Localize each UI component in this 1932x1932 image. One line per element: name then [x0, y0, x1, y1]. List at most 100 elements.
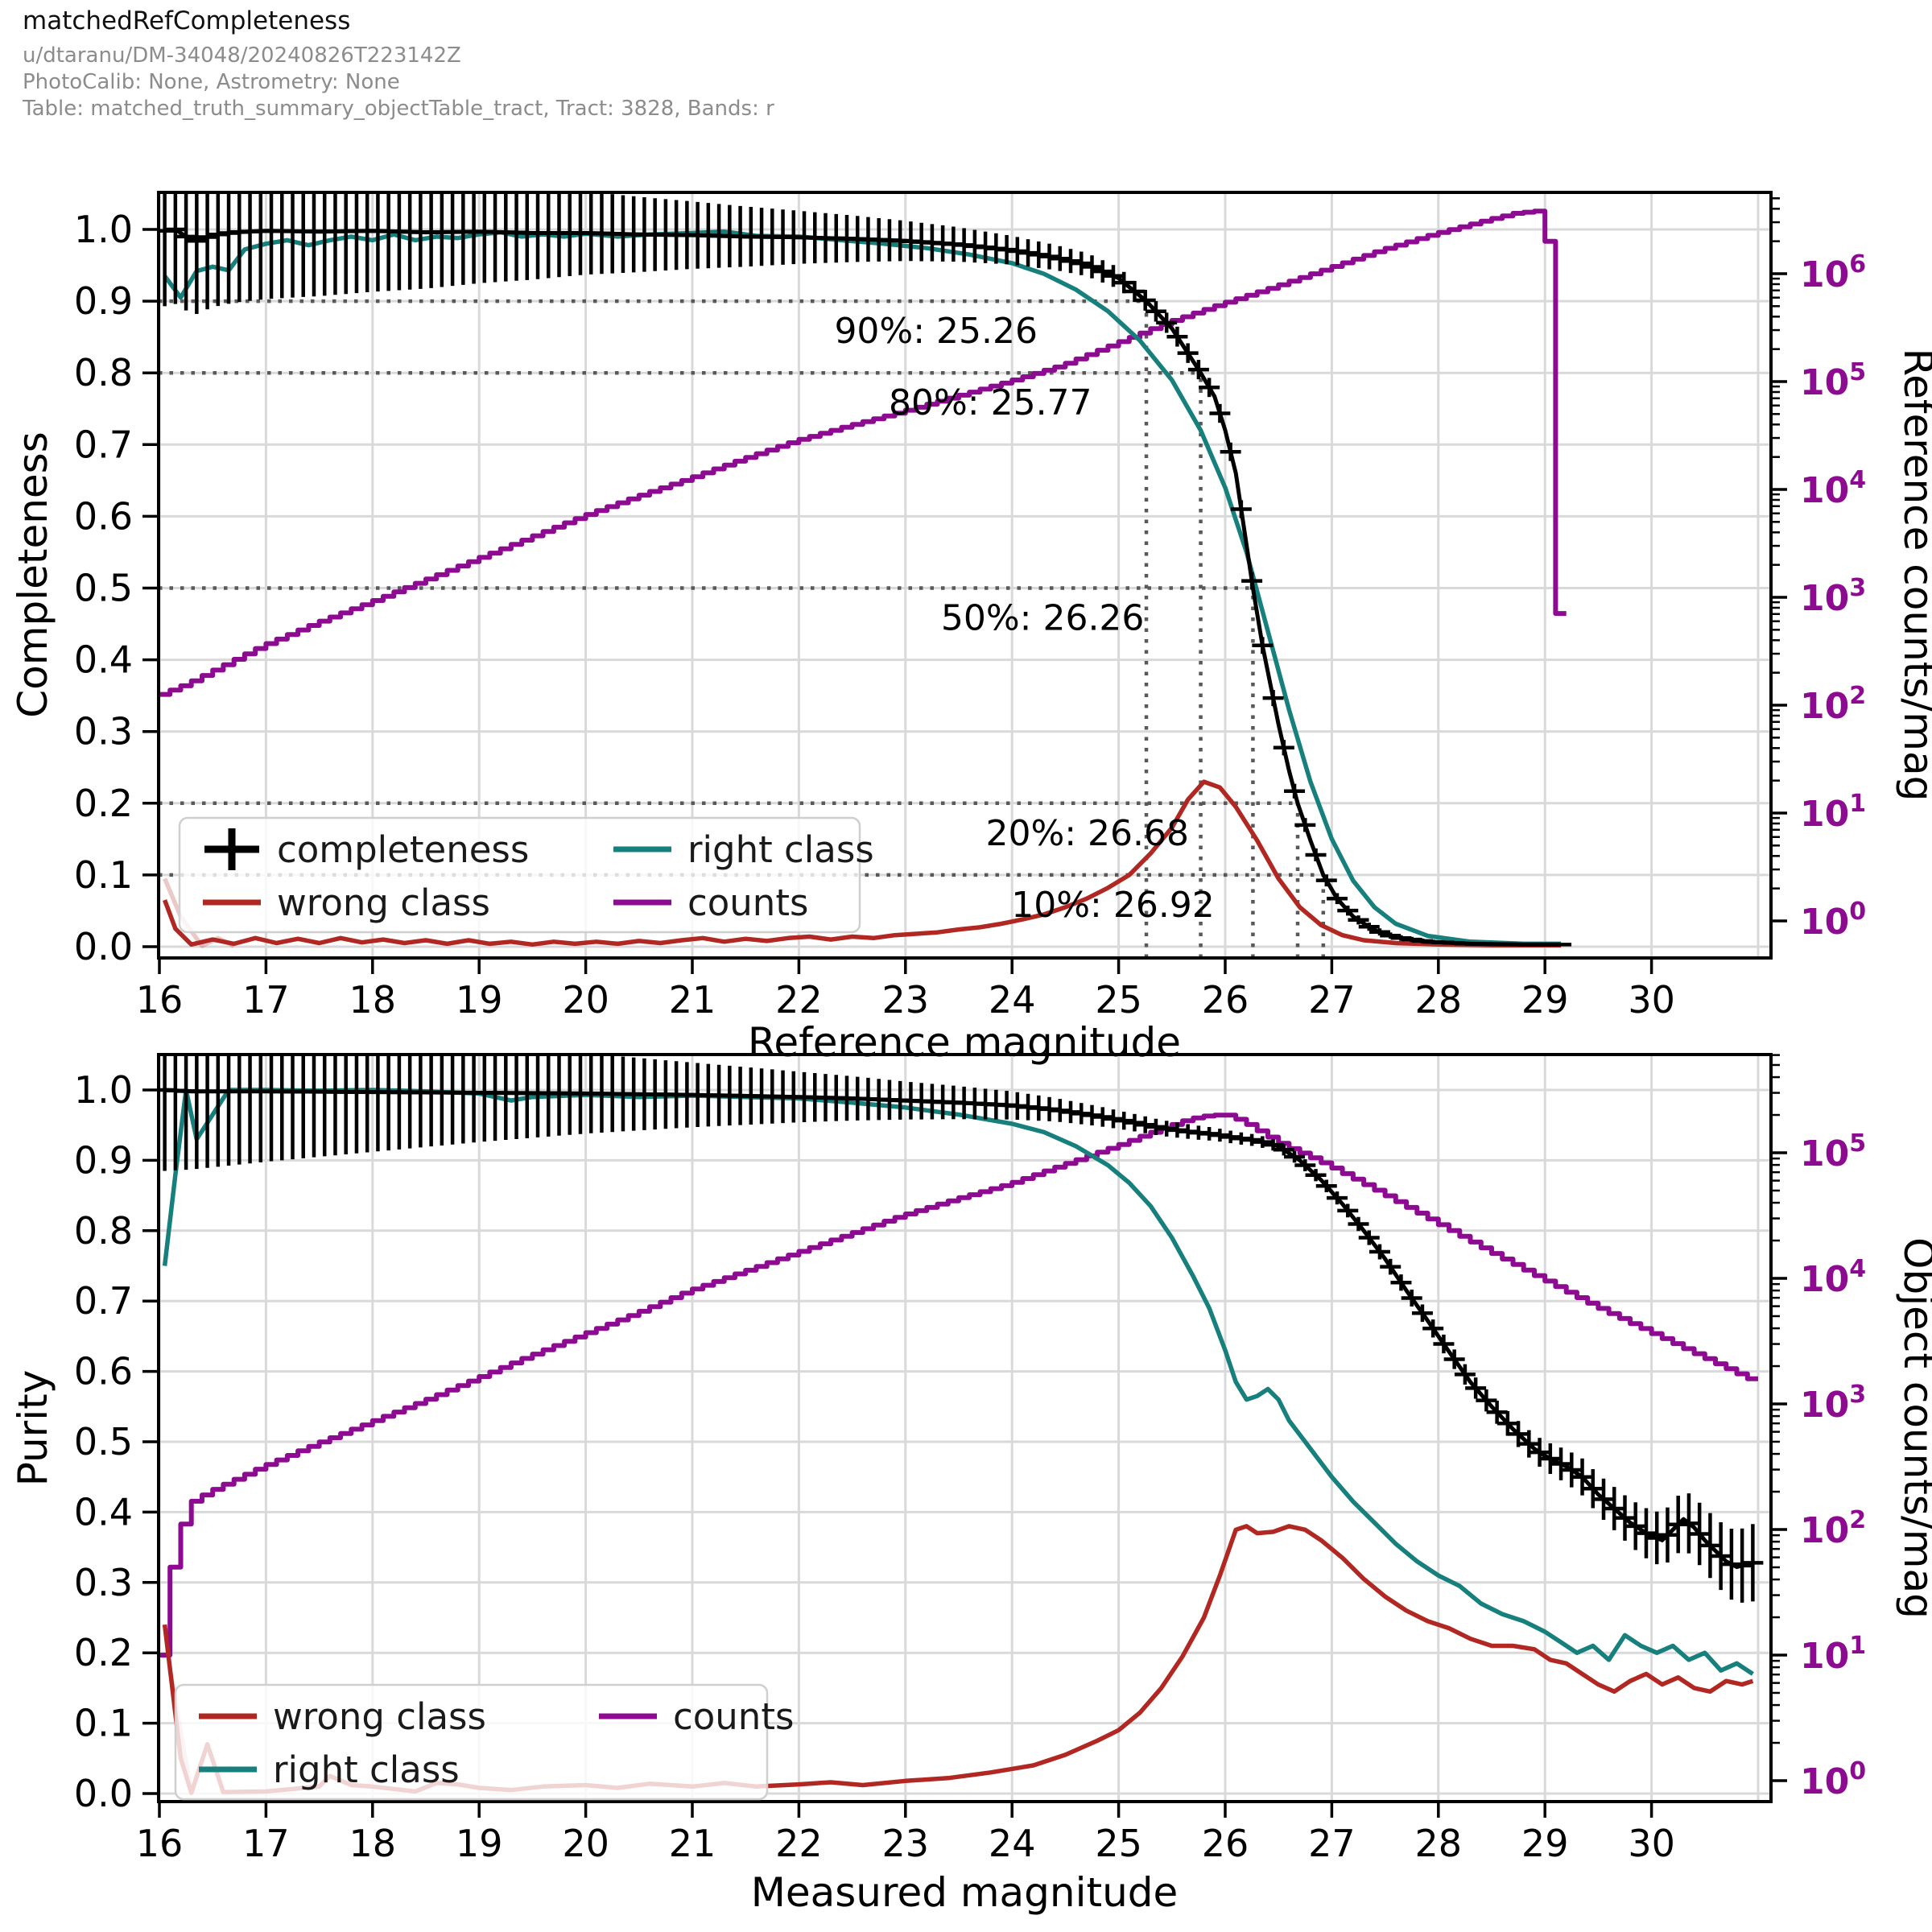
top-xaxis-label: Reference magnitude: [748, 1019, 1181, 1066]
svg-text:28: 28: [1415, 978, 1463, 1022]
svg-text:16: 16: [136, 978, 184, 1022]
svg-text:104: 104: [1800, 466, 1866, 511]
svg-text:0.6: 0.6: [74, 494, 133, 538]
svg-text:right class: right class: [273, 1748, 460, 1791]
svg-text:104: 104: [1800, 1255, 1866, 1300]
svg-text:counts: counts: [687, 881, 808, 924]
bottom-series: [159, 1055, 1764, 1795]
bottom-legend: wrong class right class counts: [174, 1683, 794, 1801]
svg-text:29: 29: [1521, 978, 1569, 1022]
svg-text:0.5: 0.5: [74, 567, 133, 610]
svg-text:27: 27: [1308, 1822, 1356, 1865]
svg-text:28: 28: [1415, 1822, 1463, 1865]
top-annotation-text: 90%: 25.26 80%: 25.77 50%: 26.26 20%: 26.68…: [834, 311, 1214, 926]
svg-text:0.3: 0.3: [74, 1561, 133, 1604]
svg-text:0.2: 0.2: [74, 782, 133, 825]
svg-text:20: 20: [562, 1822, 609, 1865]
svg-text:17: 17: [242, 978, 290, 1022]
svg-text:17: 17: [242, 1822, 290, 1865]
svg-text:0.2: 0.2: [74, 1631, 133, 1674]
svg-text:103: 103: [1800, 574, 1866, 619]
svg-text:0.4: 0.4: [74, 638, 133, 682]
top-panel: 16 17 18 19 20 21 22 23 24 25 26 27 28 29 30 0.0 0.1 0.2 0…: [10, 191, 1932, 1066]
top-yaxis-label-left: Completeness: [10, 431, 56, 718]
svg-text:0.7: 0.7: [74, 423, 133, 466]
svg-text:20%: 26.68: 20%: 26.68: [985, 813, 1189, 854]
svg-text:0.4: 0.4: [74, 1490, 133, 1534]
svg-text:16: 16: [136, 1822, 184, 1865]
svg-text:23: 23: [882, 978, 930, 1022]
top-yaxis-label-right: Reference counts/mag: [1895, 349, 1932, 802]
svg-text:0.6: 0.6: [74, 1350, 133, 1393]
bottom-yaxis-label-left: Purity: [10, 1370, 56, 1487]
svg-text:26: 26: [1202, 1822, 1249, 1865]
svg-text:wrong class: wrong class: [277, 881, 490, 924]
svg-text:105: 105: [1800, 358, 1866, 403]
header: matchedRefCompleteness u/dtaranu/DM-3404…: [23, 6, 774, 123]
header-table-info: Table: matched_truth_summary_objectTable…: [23, 97, 774, 121]
svg-text:1.0: 1.0: [74, 208, 133, 251]
svg-text:24: 24: [989, 1822, 1036, 1865]
svg-text:19: 19: [456, 1822, 503, 1865]
svg-text:completeness: completeness: [277, 828, 529, 871]
svg-text:90%: 25.26: 90%: 25.26: [834, 311, 1038, 352]
svg-text:0.9: 0.9: [74, 279, 133, 323]
svg-text:102: 102: [1800, 1506, 1866, 1551]
top-axes: [142, 191, 1787, 974]
svg-text:80%: 25.77: 80%: 25.77: [889, 382, 1092, 423]
svg-text:18: 18: [349, 978, 397, 1022]
svg-text:30: 30: [1628, 978, 1675, 1022]
svg-text:0.9: 0.9: [74, 1138, 133, 1182]
svg-text:25: 25: [1095, 1822, 1142, 1865]
svg-text:0.8: 0.8: [74, 351, 133, 394]
svg-text:25: 25: [1095, 978, 1142, 1022]
svg-text:50%: 26.26: 50%: 26.26: [941, 598, 1145, 639]
svg-text:21: 21: [669, 1822, 716, 1865]
svg-text:30: 30: [1628, 1822, 1675, 1865]
svg-text:22: 22: [775, 1822, 823, 1865]
svg-text:10%: 26.92: 10%: 26.92: [1011, 885, 1215, 926]
svg-text:105: 105: [1800, 1129, 1866, 1174]
svg-text:23: 23: [882, 1822, 930, 1865]
top-legend: completeness wrong class right class counts: [178, 816, 874, 934]
svg-text:0.1: 0.1: [74, 853, 133, 897]
page-title: matchedRefCompleteness: [23, 6, 351, 35]
bottom-yaxis-label-right: Object counts/mag: [1895, 1237, 1932, 1619]
bottom-tick-labels: 16 17 18 19 20 21 22 23 24 25 26 27 28 29 30 0.0 0.1 0.2 0…: [74, 1068, 1866, 1865]
svg-text:26: 26: [1202, 978, 1249, 1022]
svg-text:18: 18: [349, 1822, 397, 1865]
svg-text:0.0: 0.0: [74, 1772, 133, 1815]
svg-text:19: 19: [456, 978, 503, 1022]
header-run-id: u/dtaranu/DM-34048/20240826T223142Z: [23, 43, 461, 68]
top-series: [159, 192, 1572, 948]
bottom-axes: [142, 1053, 1787, 1818]
header-calib-info: PhotoCalib: None, Astrometry: None: [23, 70, 400, 94]
svg-text:0.8: 0.8: [74, 1209, 133, 1253]
svg-text:0.7: 0.7: [74, 1279, 133, 1323]
svg-text:0.1: 0.1: [74, 1702, 133, 1745]
bottom-xaxis-label: Measured magnitude: [751, 1869, 1179, 1916]
svg-text:100: 100: [1800, 1757, 1866, 1802]
svg-text:wrong class: wrong class: [273, 1695, 486, 1738]
svg-text:106: 106: [1800, 250, 1866, 295]
svg-text:27: 27: [1308, 978, 1356, 1022]
svg-text:101: 101: [1800, 1632, 1866, 1677]
svg-text:right class: right class: [687, 828, 874, 871]
svg-text:21: 21: [669, 978, 716, 1022]
svg-text:0.5: 0.5: [74, 1420, 133, 1463]
svg-text:101: 101: [1800, 790, 1866, 835]
svg-text:103: 103: [1800, 1381, 1866, 1426]
svg-text:22: 22: [775, 978, 823, 1022]
svg-text:1.0: 1.0: [74, 1068, 133, 1112]
svg-text:100: 100: [1800, 898, 1866, 943]
bottom-grid: [158, 1055, 1771, 1802]
bottom-panel: 16 17 18 19 20 21 22 23 24 25 26 27 28 29 30 0.0 0.1 0.2 0…: [10, 1053, 1932, 1916]
svg-text:0.3: 0.3: [74, 710, 133, 753]
svg-text:counts: counts: [673, 1695, 794, 1738]
svg-text:29: 29: [1521, 1822, 1569, 1865]
svg-text:102: 102: [1800, 682, 1866, 727]
svg-text:20: 20: [562, 978, 609, 1022]
svg-text:0.0: 0.0: [74, 925, 133, 968]
svg-text:24: 24: [989, 978, 1036, 1022]
